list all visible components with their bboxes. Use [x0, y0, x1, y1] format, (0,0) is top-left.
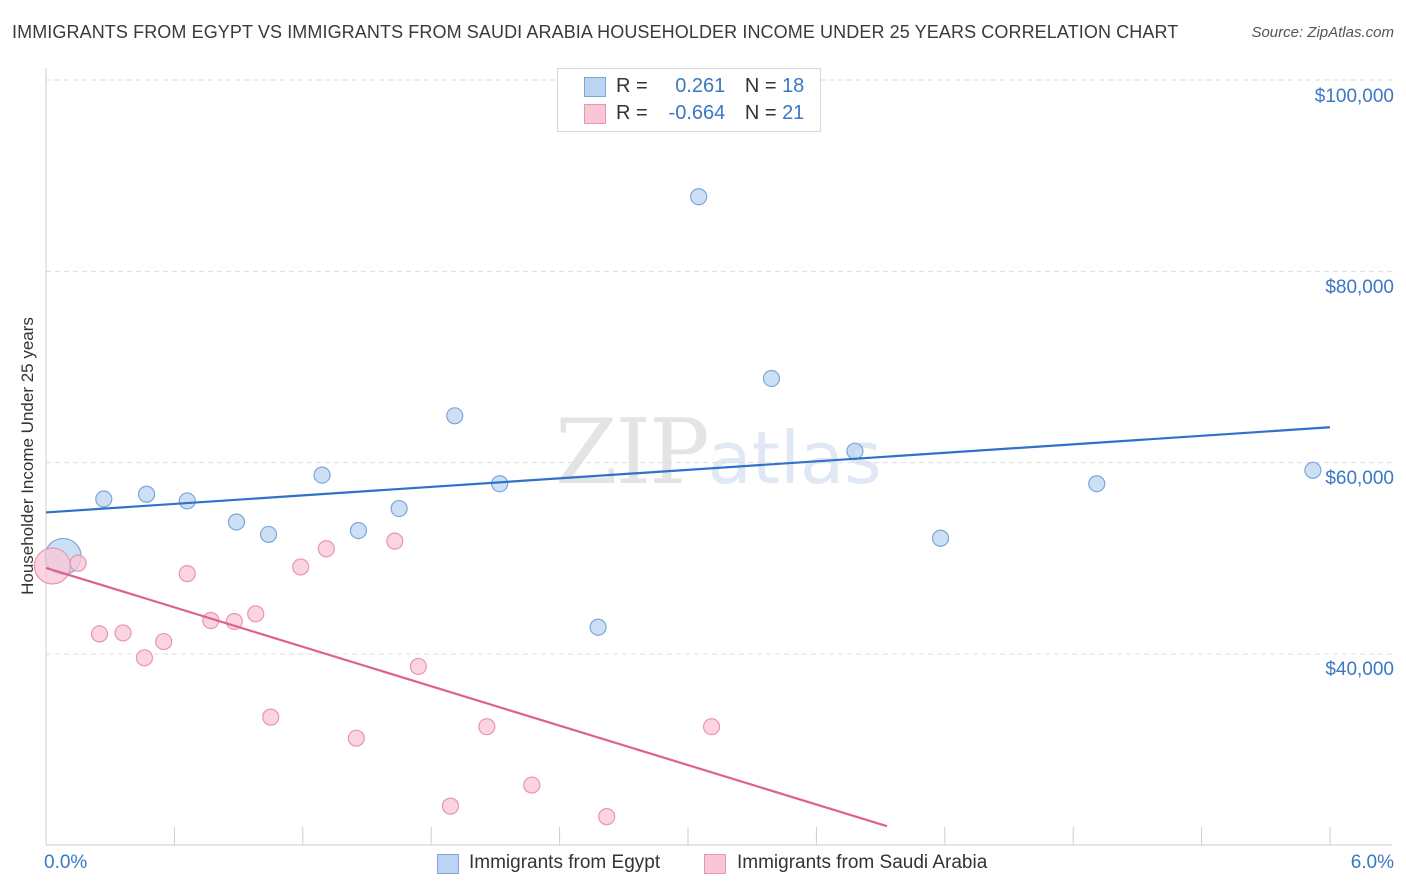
data-point-saudi-14	[386, 532, 404, 550]
data-point-saudi-5	[155, 632, 173, 651]
data-point-egypt-7	[349, 521, 368, 540]
data-point-saudi-19	[598, 808, 616, 826]
trend-line-egypt	[45, 426, 1331, 514]
legend-n-label: N =	[744, 102, 783, 124]
data-point-saudi-11	[292, 558, 310, 576]
y-tick-label-80000: $80,000	[1325, 277, 1394, 298]
bottom-legend-swatch-egypt	[437, 854, 459, 874]
data-point-saudi-10	[262, 708, 280, 726]
data-point-egypt-6	[313, 466, 331, 484]
y-tick-label-60000: $60,000	[1325, 468, 1394, 489]
legend-r-value-egypt: 0.261	[675, 75, 726, 97]
correlation-legend: R = 0.261 N = 18 R = -0.664 N = 21	[557, 68, 821, 132]
data-point-egypt-17	[1304, 461, 1322, 479]
legend-r-label: R =	[616, 102, 654, 124]
data-point-egypt-13	[762, 369, 781, 388]
data-point-egypt-4	[227, 513, 246, 531]
data-point-saudi-3	[114, 624, 132, 642]
data-point-egypt-16	[1088, 475, 1106, 493]
data-point-saudi-1	[69, 554, 87, 572]
data-point-saudi-9	[247, 605, 265, 623]
data-point-egypt-5	[259, 525, 278, 544]
legend-n-label: N =	[744, 75, 783, 97]
source-credit: Source: ZipAtlas.com	[1251, 24, 1394, 41]
chart-title: IMMIGRANTS FROM EGYPT VS IMMIGRANTS FROM…	[12, 22, 1179, 42]
data-point-saudi-20	[702, 718, 721, 736]
data-point-saudi-13	[347, 729, 365, 747]
data-point-egypt-14	[846, 442, 864, 460]
data-point-egypt-12	[690, 188, 708, 206]
y-tick-label-100000: $100,000	[1314, 86, 1394, 107]
watermark-zip: ZIP	[555, 400, 710, 505]
legend-r-label: R =	[616, 75, 654, 97]
data-point-egypt-11	[589, 618, 607, 636]
bottom-legend-egypt: Immigrants from Egypt	[469, 852, 661, 873]
data-point-saudi-0	[33, 547, 72, 585]
data-point-egypt-2	[137, 485, 156, 503]
x-tick-label-min: 0.0%	[44, 852, 88, 873]
data-point-egypt-8	[390, 499, 408, 518]
legend-row-egypt: R = 0.261 N = 18	[616, 75, 804, 99]
legend-swatch-saudi	[584, 104, 606, 124]
trend-line-saudi	[45, 566, 888, 828]
legend-swatch-egypt	[584, 77, 606, 97]
data-point-egypt-9	[446, 407, 464, 425]
legend-n-value-egypt: 18	[782, 75, 805, 97]
data-point-saudi-4	[135, 649, 154, 667]
legend-r-value-saudi: -0.664	[668, 102, 726, 124]
data-point-saudi-17	[478, 718, 496, 736]
bottom-legend-saudi: Immigrants from Saudi Arabia	[737, 852, 988, 873]
y-tick-label-40000: $40,000	[1325, 659, 1394, 680]
data-point-saudi-16	[441, 797, 460, 815]
data-point-saudi-15	[409, 657, 427, 676]
legend-row-saudi: R = -0.664 N = 21	[616, 102, 804, 126]
x-tick-label-max: 6.0%	[1350, 852, 1394, 873]
data-point-egypt-3	[178, 492, 196, 510]
legend-n-value-saudi: 21	[782, 102, 805, 124]
y-axis-label: Householder Income Under 25 years	[18, 317, 37, 595]
bottom-legend-swatch-saudi	[704, 854, 726, 874]
data-point-saudi-2	[90, 625, 109, 643]
data-point-saudi-12	[317, 540, 335, 558]
data-point-saudi-6	[178, 565, 196, 583]
data-point-saudi-18	[523, 776, 541, 794]
data-point-egypt-1	[95, 490, 113, 508]
data-point-egypt-15	[931, 529, 950, 547]
